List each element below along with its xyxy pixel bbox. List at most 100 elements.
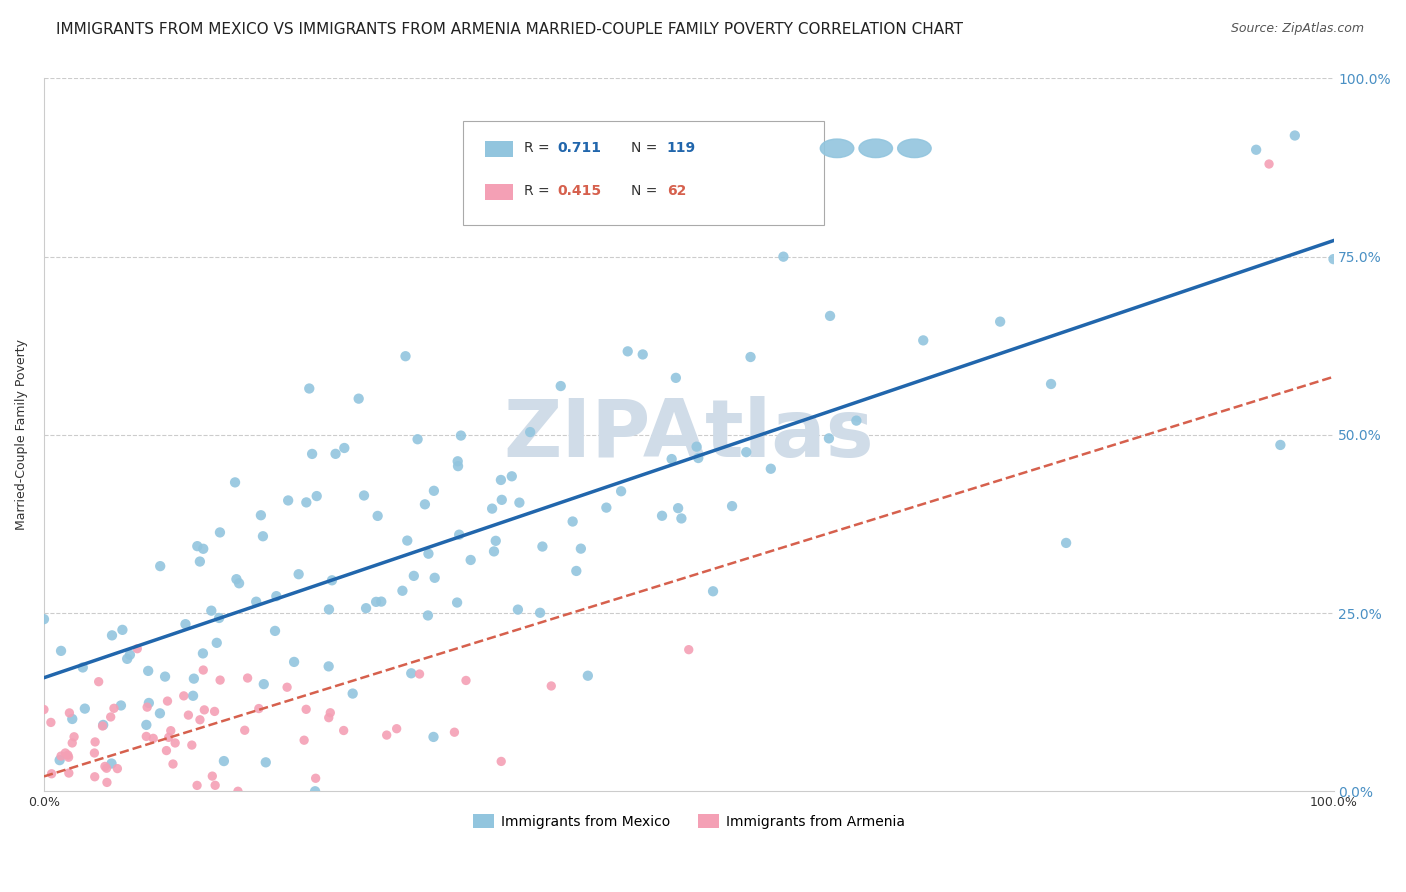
Point xyxy=(413,497,436,511)
Point xyxy=(188,555,211,569)
Y-axis label: Married-Couple Family Poverty: Married-Couple Family Poverty xyxy=(15,339,28,531)
Point xyxy=(91,718,114,732)
Circle shape xyxy=(897,139,931,158)
Point xyxy=(41,766,63,780)
Point xyxy=(1270,438,1292,452)
Point xyxy=(688,450,710,465)
Point xyxy=(174,617,197,632)
Point xyxy=(912,334,935,348)
Point xyxy=(1244,143,1267,157)
Point xyxy=(94,759,117,773)
Point xyxy=(489,473,512,487)
Point xyxy=(375,728,398,742)
Point xyxy=(83,746,105,760)
Point xyxy=(321,574,343,588)
Point xyxy=(454,673,477,688)
Point xyxy=(200,604,222,618)
Point xyxy=(103,701,125,715)
Point xyxy=(100,756,122,771)
Point xyxy=(443,725,465,739)
Point xyxy=(135,730,157,744)
Point xyxy=(988,315,1011,329)
Point xyxy=(422,730,444,744)
Point xyxy=(48,753,70,767)
Point xyxy=(105,762,128,776)
Point xyxy=(447,459,470,474)
Text: 119: 119 xyxy=(666,141,696,155)
Point xyxy=(318,711,340,725)
Point xyxy=(565,564,588,578)
Point xyxy=(204,705,226,719)
Point xyxy=(501,469,523,483)
Point xyxy=(295,702,318,716)
Point xyxy=(342,687,364,701)
Point xyxy=(408,667,430,681)
Point xyxy=(138,696,160,710)
Point xyxy=(325,447,347,461)
Point xyxy=(183,672,205,686)
Point xyxy=(304,784,326,798)
Text: R =: R = xyxy=(523,141,554,155)
Point xyxy=(228,576,250,591)
Point xyxy=(149,559,172,574)
Text: 0.711: 0.711 xyxy=(557,141,602,155)
Point xyxy=(318,602,340,616)
Point xyxy=(53,746,76,760)
Point xyxy=(111,623,134,637)
Point xyxy=(32,702,55,716)
Point xyxy=(616,344,638,359)
Point xyxy=(721,499,744,513)
Point xyxy=(318,659,340,673)
Point xyxy=(173,689,195,703)
Point xyxy=(208,525,231,540)
Text: Source: ZipAtlas.com: Source: ZipAtlas.com xyxy=(1230,22,1364,36)
Point xyxy=(519,425,541,439)
Point xyxy=(1054,536,1077,550)
Point xyxy=(153,670,176,684)
Point xyxy=(661,452,683,467)
Point xyxy=(845,414,868,428)
FancyBboxPatch shape xyxy=(485,184,513,200)
Point xyxy=(416,608,439,623)
Point xyxy=(156,694,179,708)
Point xyxy=(136,664,159,678)
Text: IMMIGRANTS FROM MEXICO VS IMMIGRANTS FROM ARMENIA MARRIED-COUPLE FAMILY POVERTY : IMMIGRANTS FROM MEXICO VS IMMIGRANTS FRO… xyxy=(56,22,963,37)
Text: ZIPAtlas: ZIPAtlas xyxy=(503,396,875,474)
Point xyxy=(149,706,172,721)
Point xyxy=(396,533,419,548)
Point xyxy=(506,602,529,616)
Point xyxy=(460,553,482,567)
Point xyxy=(447,454,470,468)
Point xyxy=(276,680,298,694)
Point xyxy=(60,736,83,750)
Point xyxy=(671,511,693,525)
Point xyxy=(529,606,551,620)
Point xyxy=(157,731,180,745)
Point xyxy=(96,775,118,789)
Point xyxy=(224,475,246,490)
Point xyxy=(115,652,138,666)
Point xyxy=(394,349,416,363)
Point xyxy=(540,679,562,693)
Point xyxy=(531,540,554,554)
Point xyxy=(58,706,80,720)
Point xyxy=(292,733,315,747)
Point xyxy=(233,723,256,738)
Point xyxy=(212,754,235,768)
Point xyxy=(136,700,159,714)
Point xyxy=(264,624,287,638)
Point xyxy=(569,541,592,556)
Point xyxy=(254,756,277,770)
Point xyxy=(491,492,513,507)
Point xyxy=(205,636,228,650)
Point xyxy=(418,547,440,561)
Point xyxy=(188,713,211,727)
Point xyxy=(481,501,503,516)
Point xyxy=(191,647,214,661)
Point xyxy=(186,539,208,553)
Point xyxy=(508,495,530,509)
Point xyxy=(1040,376,1063,391)
Point xyxy=(489,755,512,769)
Point xyxy=(610,484,633,499)
Point xyxy=(354,601,377,615)
